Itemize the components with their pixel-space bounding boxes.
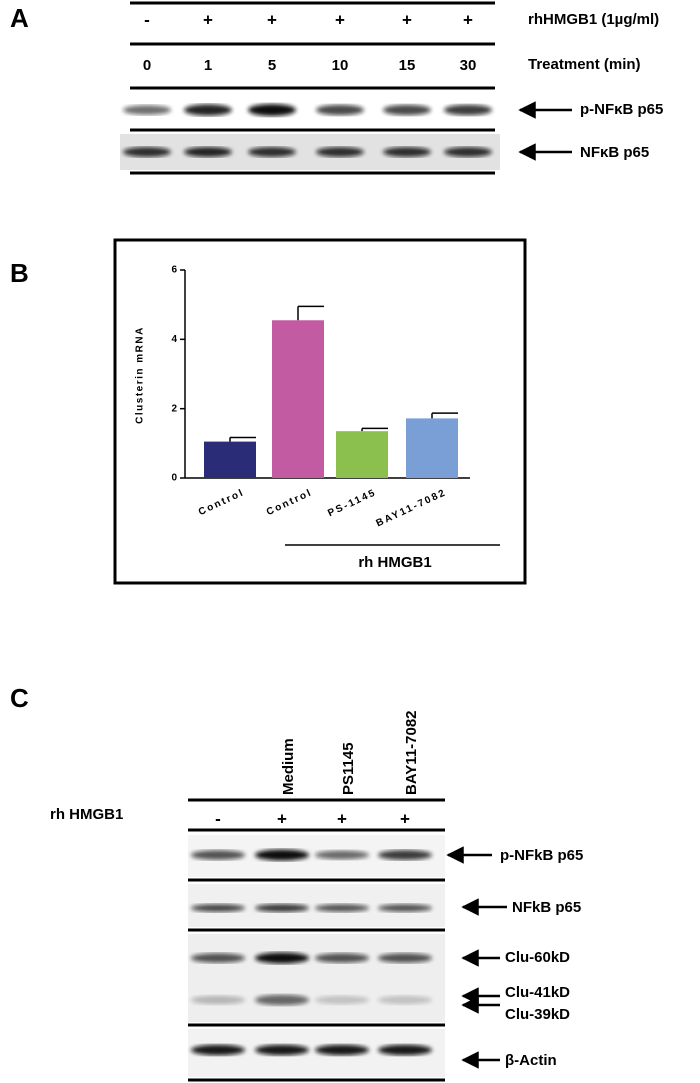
band — [248, 147, 296, 157]
band — [378, 953, 432, 963]
band — [378, 850, 432, 860]
lane-sign: + — [277, 809, 287, 828]
y-tick-label: 2 — [171, 403, 177, 414]
row-label: rh HMGB1 — [50, 806, 123, 823]
band — [184, 147, 232, 157]
bar — [272, 320, 324, 478]
lane-sign: - — [215, 809, 221, 828]
y-axis-label: Clusterin mRNA — [135, 326, 146, 424]
group-label: rh HMGB1 — [358, 554, 431, 571]
band — [444, 104, 492, 116]
band — [378, 904, 432, 912]
band — [315, 1044, 369, 1056]
panel-label: C — [10, 683, 29, 713]
band — [255, 1044, 309, 1056]
lane-sign: + — [337, 809, 347, 828]
band — [378, 1044, 432, 1056]
band — [315, 904, 369, 912]
lane-label: PS1145 — [340, 742, 357, 795]
band — [255, 849, 309, 861]
lane-time: 1 — [204, 57, 212, 74]
bar — [336, 431, 388, 478]
band — [255, 994, 309, 1006]
panel-c-rules — [188, 798, 445, 1082]
blot-label: p-NFκB p65 — [580, 101, 663, 118]
band — [383, 147, 431, 157]
band — [383, 104, 431, 116]
lane-sign: + — [267, 10, 277, 29]
lane-sign: + — [463, 10, 473, 29]
x-tick-label: Control — [265, 487, 315, 518]
band — [191, 904, 245, 912]
lane-sign: + — [335, 10, 345, 29]
band — [191, 850, 245, 860]
panel-frame — [113, 238, 527, 585]
x-tick-label: Control — [197, 487, 247, 518]
band — [315, 953, 369, 963]
band — [191, 1044, 245, 1056]
bar — [204, 441, 256, 478]
lane-time: 30 — [460, 57, 477, 74]
band — [191, 995, 245, 1005]
blot-bands — [123, 104, 492, 157]
lane-sign: + — [203, 10, 213, 29]
band — [316, 104, 364, 116]
blot-bands — [191, 849, 432, 1056]
x-tick-label: BAY11-7082 — [375, 487, 449, 529]
panel-label: B — [10, 258, 29, 288]
band — [248, 104, 296, 116]
lane-time: 10 — [332, 57, 349, 74]
blot-label: β-Actin — [505, 1052, 557, 1069]
band — [123, 147, 171, 157]
lane-sign: + — [402, 10, 412, 29]
x-tick-label: PS-1145 — [326, 487, 378, 519]
lane-sign: + — [400, 809, 410, 828]
blot-label: Clu-39kD — [505, 1006, 570, 1023]
lane-sign: - — [144, 10, 150, 29]
band — [315, 850, 369, 860]
lane-label: Medium — [280, 738, 297, 795]
blot-label: Clu-60kD — [505, 949, 570, 966]
band — [184, 104, 232, 116]
arrows — [446, 846, 507, 1069]
band — [255, 952, 309, 964]
band — [316, 147, 364, 157]
row-label: Treatment (min) — [528, 56, 641, 73]
row-label: rhHMGB1 (1µg/ml) — [528, 11, 659, 28]
blot-label: p-NFkB p65 — [500, 847, 583, 864]
bar — [406, 418, 458, 478]
lane-time: 15 — [399, 57, 416, 74]
band — [191, 953, 245, 963]
band — [255, 904, 309, 912]
band — [444, 147, 492, 157]
y-tick-label: 0 — [171, 473, 177, 484]
panel-a-rules — [120, 1, 500, 175]
lane-time: 0 — [143, 57, 151, 74]
band — [123, 105, 171, 115]
band — [378, 995, 432, 1005]
blot-label: NFkB p65 — [512, 899, 581, 916]
panel-label: A — [10, 3, 29, 33]
band — [315, 995, 369, 1005]
y-tick-label: 6 — [171, 265, 177, 276]
blot-label: Clu-41kD — [505, 984, 570, 1001]
y-tick-label: 4 — [171, 334, 177, 345]
lane-time: 5 — [268, 57, 276, 74]
blot-label: NFκB p65 — [580, 144, 649, 161]
lane-label: BAY11-7082 — [403, 710, 420, 795]
